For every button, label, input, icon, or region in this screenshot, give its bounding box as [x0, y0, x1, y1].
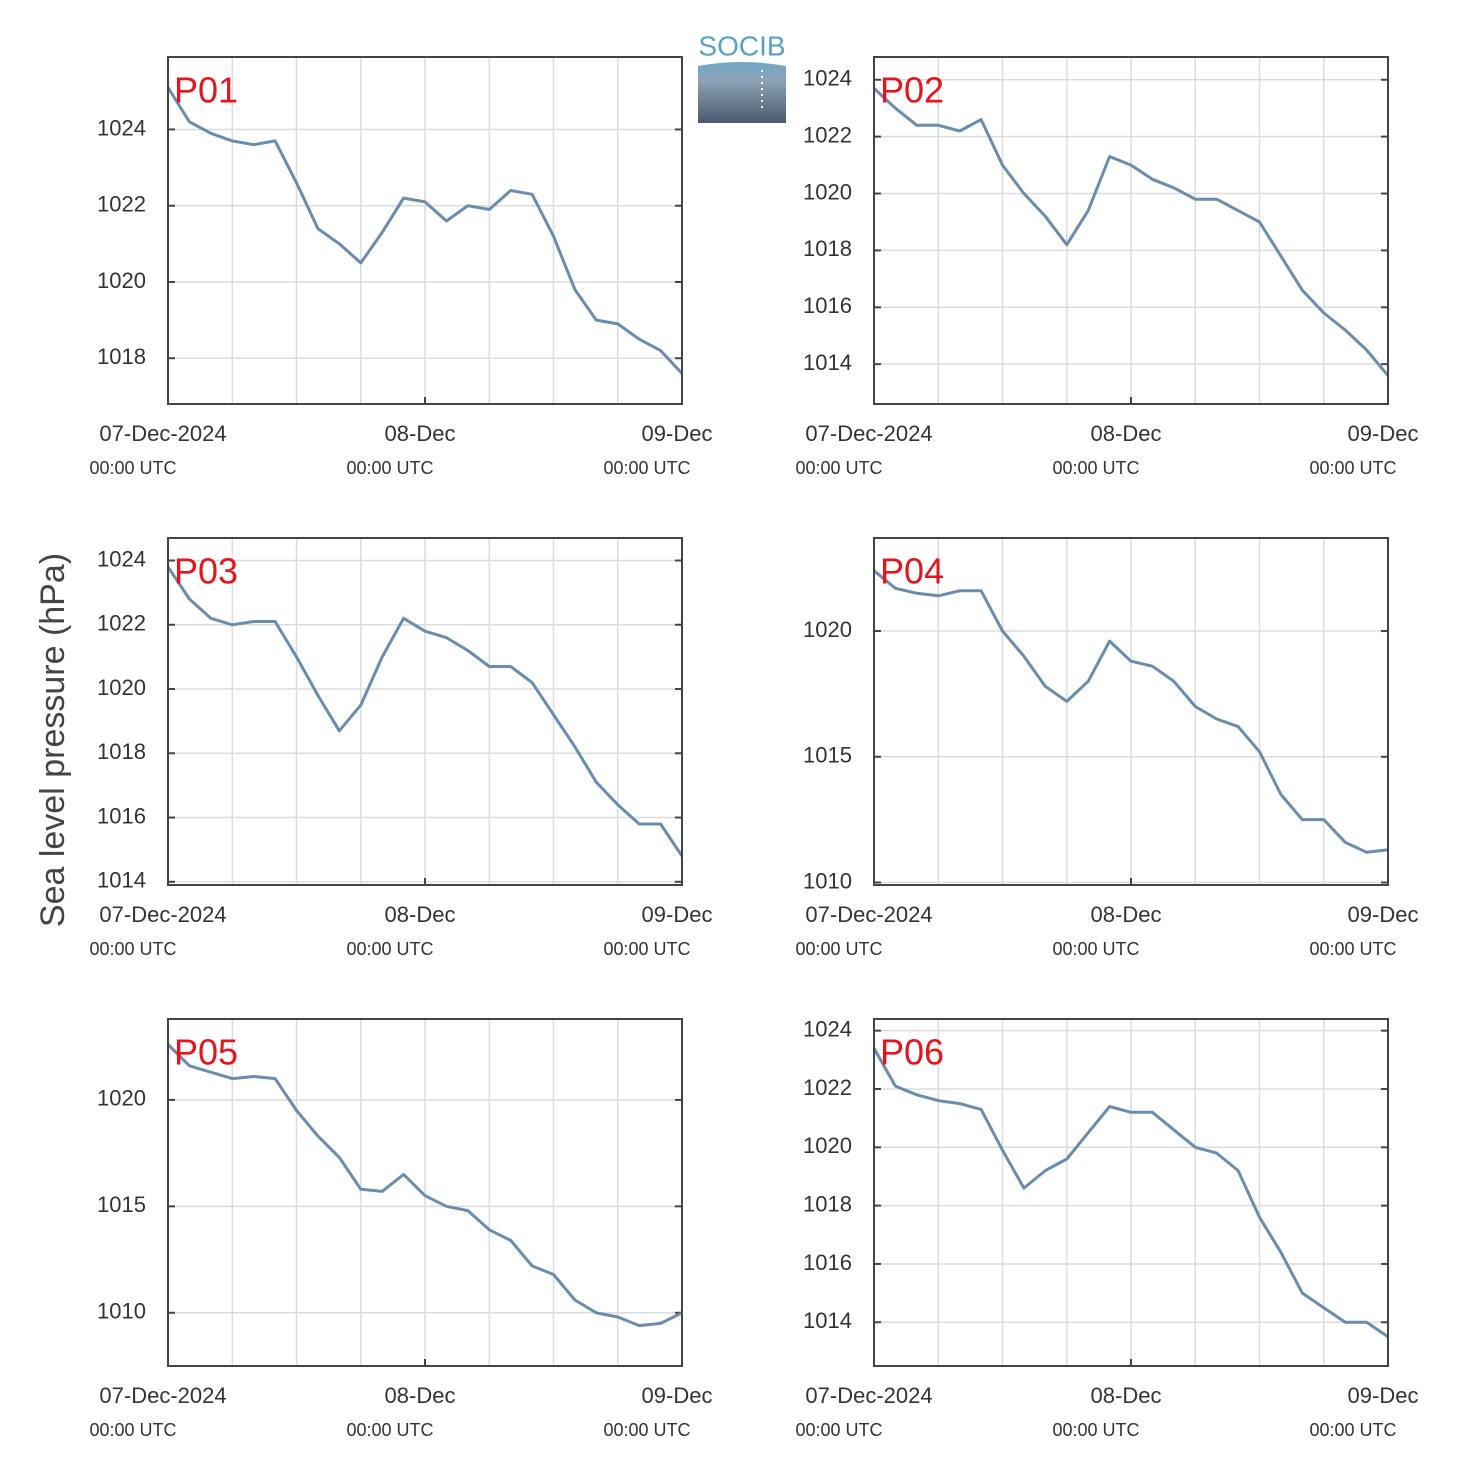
- x-tick-label: 07-Dec-2024: [99, 1383, 226, 1408]
- panel-title: P06: [880, 1032, 944, 1073]
- plot-frame: [873, 1018, 1389, 1367]
- y-tick-label: 1022: [97, 192, 146, 217]
- x-tick-label: 08-Dec: [1091, 1383, 1162, 1408]
- x-tick-sublabel: 00:00 UTC: [603, 939, 690, 959]
- y-tick-label: 1020: [97, 675, 146, 700]
- y-tick-label: 1024: [97, 115, 146, 140]
- data-line: [872, 1047, 1389, 1339]
- y-tick-label: 1024: [97, 546, 146, 571]
- x-tick-sublabel: 00:00 UTC: [1309, 939, 1396, 959]
- x-tick-sublabel: 00:00 UTC: [603, 458, 690, 478]
- y-tick-label: 1022: [803, 122, 852, 147]
- x-tick-label: 07-Dec-2024: [805, 421, 932, 446]
- x-tick-label: 09-Dec: [1348, 1383, 1419, 1408]
- y-tick-label: 1022: [803, 1075, 852, 1100]
- y-tick-label: 1018: [97, 344, 146, 369]
- x-tick-sublabel: 00:00 UTC: [89, 939, 176, 959]
- logo-text: SOCIB: [698, 30, 785, 61]
- x-tick-label: 09-Dec: [642, 1383, 713, 1408]
- x-tick-sublabel: 00:00 UTC: [795, 939, 882, 959]
- x-tick-label: 09-Dec: [1348, 902, 1419, 927]
- data-line: [166, 86, 684, 375]
- panel-title: P04: [880, 551, 944, 592]
- panel-title: P03: [174, 551, 238, 592]
- y-tick-label: 1016: [97, 803, 146, 828]
- panel-title: P02: [880, 70, 944, 111]
- plot-frame: [873, 56, 1389, 405]
- x-tick-label: 09-Dec: [1348, 421, 1419, 446]
- y-tick-label: 1016: [803, 293, 852, 318]
- x-tick-sublabel: 00:00 UTC: [1052, 939, 1139, 959]
- y-tick-label: 1020: [803, 617, 852, 642]
- x-tick-label: 08-Dec: [385, 1383, 456, 1408]
- plot-frame: [873, 537, 1389, 886]
- y-tick-label: 1022: [97, 611, 146, 636]
- x-tick-label: 08-Dec: [1091, 902, 1162, 927]
- y-tick-label: 1014: [97, 868, 146, 893]
- data-line: [873, 569, 1389, 854]
- y-tick-label: 1015: [803, 743, 852, 768]
- y-tick-label: 1014: [803, 350, 852, 375]
- plot-frame: [167, 537, 683, 886]
- panel: 1014 1016 1018 1020 1022 1024 07-Dec-2024 00:00…: [795, 56, 1419, 478]
- x-tick-label: 09-Dec: [642, 902, 713, 927]
- y-axis-label: Sea level pressure (hPa): [34, 553, 72, 927]
- x-tick-sublabel: 00:00 UTC: [1309, 458, 1396, 478]
- x-tick-sublabel: 00:00 UTC: [1309, 1420, 1396, 1440]
- x-tick-label: 09-Dec: [642, 421, 713, 446]
- x-tick-label: 07-Dec-2024: [99, 902, 226, 927]
- y-tick-label: 1010: [97, 1299, 146, 1324]
- y-tick-label: 1020: [97, 1086, 146, 1111]
- panel: 1010 1015 1020 07-Dec-2024 00:00 UTC 08-Dec 00…: [89, 1018, 713, 1440]
- y-tick-label: 1010: [803, 868, 852, 893]
- x-tick-label: 08-Dec: [385, 421, 456, 446]
- logo: SOCIB: [698, 30, 786, 123]
- plot-frame: [167, 56, 683, 405]
- data-line: [166, 1043, 683, 1328]
- x-tick-label: 07-Dec-2024: [805, 902, 932, 927]
- panel-title: P05: [174, 1032, 238, 1073]
- x-tick-sublabel: 00:00 UTC: [795, 458, 882, 478]
- y-tick-label: 1020: [803, 1133, 852, 1158]
- x-tick-sublabel: 00:00 UTC: [1052, 1420, 1139, 1440]
- x-tick-sublabel: 00:00 UTC: [603, 1420, 690, 1440]
- x-tick-sublabel: 00:00 UTC: [89, 458, 176, 478]
- y-tick-label: 1024: [803, 1016, 852, 1041]
- y-tick-label: 1018: [97, 739, 146, 764]
- y-tick-label: 1014: [803, 1308, 852, 1333]
- panel: 1014 1016 1018 1020 1022 1024 07-Dec-2024 00:00…: [89, 537, 713, 959]
- data-line: [872, 87, 1390, 377]
- x-tick-label: 07-Dec-2024: [99, 421, 226, 446]
- logo-shape: [698, 62, 786, 123]
- y-tick-label: 1015: [97, 1192, 146, 1217]
- x-tick-label: 07-Dec-2024: [805, 1383, 932, 1408]
- x-tick-label: 08-Dec: [1091, 421, 1162, 446]
- panel: 1014 1016 1018 1020 1022 1024 07-Dec-2024 00:00…: [795, 1016, 1418, 1439]
- x-tick-sublabel: 00:00 UTC: [89, 1420, 176, 1440]
- y-tick-label: 1016: [803, 1250, 852, 1275]
- x-tick-sublabel: 00:00 UTC: [795, 1420, 882, 1440]
- panel: 1010 1015 1020 07-Dec-2024 00:00 UTC 08-Dec 00…: [795, 537, 1419, 959]
- y-tick-label: 1018: [803, 1191, 852, 1216]
- y-tick-label: 1024: [803, 66, 852, 91]
- x-tick-label: 08-Dec: [385, 902, 456, 927]
- x-tick-sublabel: 00:00 UTC: [346, 1420, 433, 1440]
- y-tick-label: 1020: [97, 268, 146, 293]
- panel-title: P01: [174, 70, 238, 111]
- x-tick-sublabel: 00:00 UTC: [346, 458, 433, 478]
- panel: 1018 1020 1022 1024 07-Dec-2024 00:00 UTC 08-D…: [89, 56, 713, 478]
- y-tick-label: 1020: [803, 179, 852, 204]
- plot-frame: [167, 1018, 683, 1367]
- y-tick-label: 1018: [803, 236, 852, 261]
- x-tick-sublabel: 00:00 UTC: [346, 939, 433, 959]
- data-line: [166, 566, 684, 857]
- x-tick-sublabel: 00:00 UTC: [1052, 458, 1139, 478]
